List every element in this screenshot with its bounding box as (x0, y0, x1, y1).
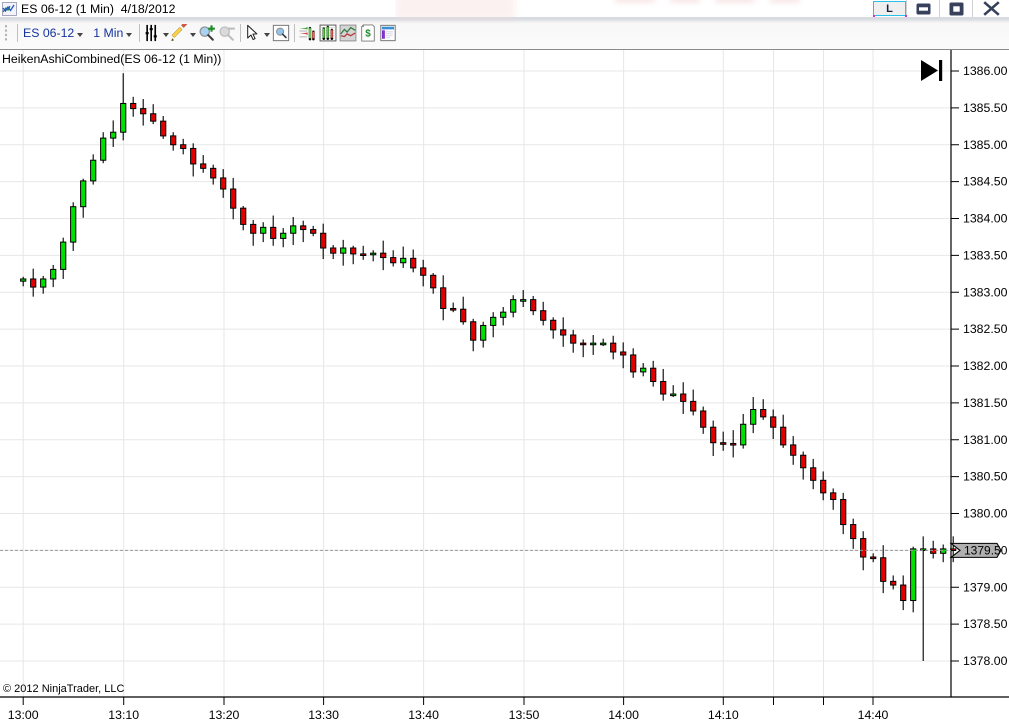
svg-text:1379.50: 1379.50 (964, 544, 1008, 558)
svg-text:1379.00: 1379.00 (963, 580, 1008, 594)
svg-text:1383.50: 1383.50 (963, 248, 1008, 262)
svg-text:1380.50: 1380.50 (963, 470, 1008, 484)
svg-text:13:30: 13:30 (308, 708, 339, 722)
svg-text:14:00: 14:00 (608, 708, 639, 722)
svg-text:1381.50: 1381.50 (963, 396, 1008, 410)
svg-text:1383.00: 1383.00 (963, 285, 1008, 299)
svg-text:1384.50: 1384.50 (963, 175, 1008, 189)
svg-text:13:00: 13:00 (8, 708, 39, 722)
svg-text:$: $ (366, 29, 372, 40)
svg-text:14:10: 14:10 (708, 708, 739, 722)
svg-text:1381.00: 1381.00 (963, 433, 1008, 447)
svg-text:© 2012 NinjaTrader, LLC: © 2012 NinjaTrader, LLC (3, 683, 124, 695)
svg-text:14:40: 14:40 (858, 708, 889, 722)
svg-text:1380.00: 1380.00 (963, 507, 1008, 521)
svg-text:1385.00: 1385.00 (963, 138, 1008, 152)
svg-text:13:40: 13:40 (408, 708, 439, 722)
svg-text:1382.50: 1382.50 (963, 322, 1008, 336)
svg-text:1382.00: 1382.00 (963, 359, 1008, 373)
svg-text:1384.00: 1384.00 (963, 212, 1008, 226)
svg-text:1378.50: 1378.50 (963, 617, 1008, 631)
svg-text:13:50: 13:50 (509, 708, 540, 722)
svg-text:1385.50: 1385.50 (963, 101, 1008, 115)
svg-text:13:20: 13:20 (209, 708, 240, 722)
svg-text:13:10: 13:10 (108, 708, 139, 722)
svg-text:1386.00: 1386.00 (963, 64, 1008, 78)
svg-text:1378.00: 1378.00 (963, 654, 1008, 668)
